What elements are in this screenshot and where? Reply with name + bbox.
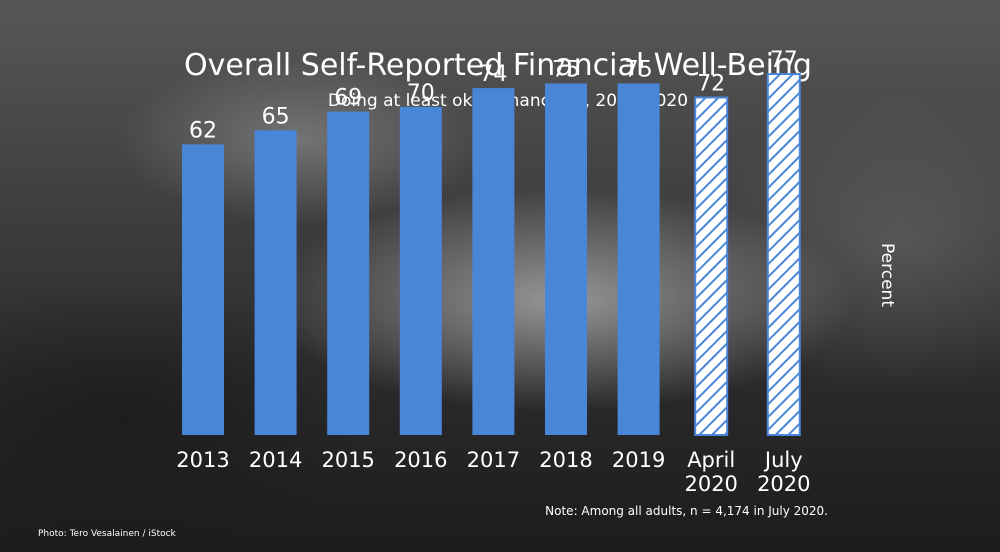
bar-2018	[545, 83, 587, 435]
tick-label-group: 2013 2014 2015 2016 2017 2018 2019 April2020Jul…	[176, 448, 810, 496]
x-tick-label: 2015	[321, 448, 374, 472]
x-tick-label: 2019	[612, 448, 665, 472]
bar-2017	[472, 88, 515, 435]
value-label: 69	[334, 86, 362, 111]
bar-2016	[399, 106, 442, 435]
bar-group	[182, 73, 801, 436]
x-tick-label: April	[687, 448, 735, 472]
x-tick-label: 2020	[757, 472, 810, 496]
bar-2013	[182, 144, 224, 435]
value-label: 77	[770, 48, 798, 73]
value-label: 74	[479, 62, 507, 87]
bar-july-2020	[766, 73, 801, 436]
x-tick-label: 2020	[684, 472, 737, 496]
value-label: 75	[552, 57, 580, 82]
x-tick-label: 2017	[467, 448, 520, 472]
bar-2019	[617, 83, 660, 435]
x-tick-label: 2016	[394, 448, 447, 472]
y-axis-label: Percent	[877, 243, 897, 307]
x-tick-label: July	[763, 448, 803, 472]
x-tick-label: 2014	[249, 448, 302, 472]
photo-credit: Photo: Tero Vesalainen / iStock	[38, 529, 177, 539]
bar-2014	[254, 130, 297, 435]
value-label: 72	[697, 72, 725, 97]
bar-april-2020	[694, 96, 729, 436]
chart-title: Overall Self-Reported Financial Well-Bei…	[184, 48, 812, 83]
footnote: Note: Among all adults, n = 4,174 in Jul…	[545, 504, 828, 518]
value-label: 75	[625, 57, 653, 82]
value-label: 62	[189, 118, 217, 143]
value-label: 65	[262, 104, 290, 129]
value-label: 70	[407, 81, 435, 106]
x-tick-label: 2018	[539, 448, 592, 472]
bar-2015	[327, 111, 370, 435]
x-tick-label: 2013	[176, 448, 229, 472]
value-label-group: 62 65 69 70 74 75 75 72 77	[189, 48, 798, 143]
